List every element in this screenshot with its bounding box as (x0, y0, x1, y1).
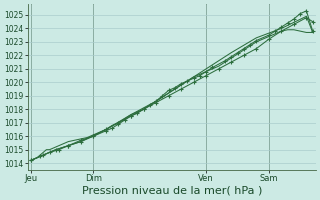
X-axis label: Pression niveau de la mer( hPa ): Pression niveau de la mer( hPa ) (82, 186, 262, 196)
